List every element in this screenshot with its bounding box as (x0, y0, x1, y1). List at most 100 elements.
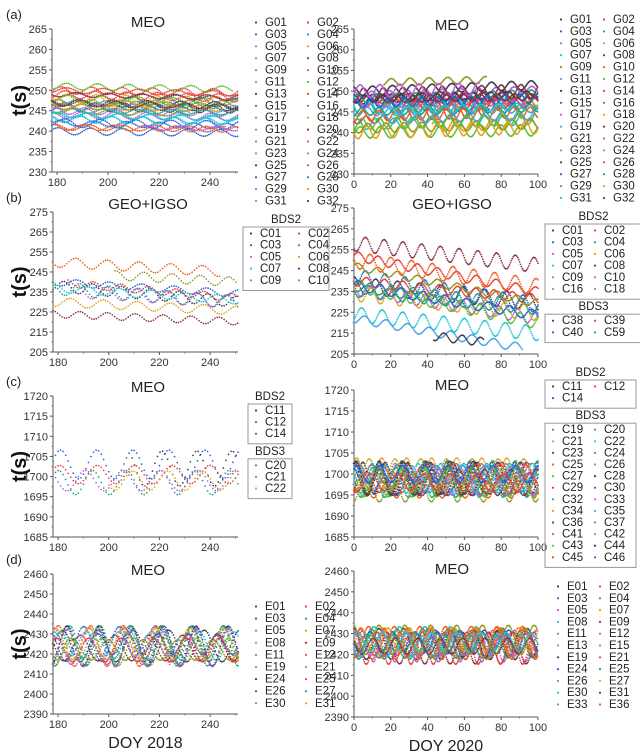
y-tick-label: 250 (29, 85, 47, 97)
data-point (139, 101, 141, 103)
data-point (212, 132, 214, 134)
data-point (64, 127, 66, 129)
x-tick-label: 200 (99, 177, 117, 189)
data-point (130, 84, 132, 86)
data-point (217, 122, 219, 124)
data-point (119, 111, 121, 113)
data-point (171, 104, 173, 106)
data-point (158, 90, 160, 92)
data-point (228, 112, 230, 114)
data-point (124, 97, 126, 99)
data-point (133, 118, 135, 120)
data-point (201, 130, 203, 132)
data-point (480, 114, 482, 116)
data-point (153, 126, 155, 128)
data-point (224, 109, 226, 111)
data-point (124, 91, 126, 93)
data-point (137, 102, 139, 104)
data-point (53, 121, 55, 123)
data-point (147, 96, 149, 98)
data-point (231, 127, 233, 129)
data-point (108, 107, 110, 109)
data-point (235, 105, 237, 107)
data-point (231, 119, 233, 121)
data-point (106, 122, 108, 124)
data-point (106, 117, 108, 119)
data-point (140, 102, 142, 104)
data-point (149, 101, 151, 103)
data-point (130, 104, 132, 106)
data-point (187, 116, 189, 118)
data-point (225, 101, 227, 103)
x-tick-label: 180 (48, 177, 66, 189)
data-point (133, 89, 135, 91)
data-point (64, 111, 66, 113)
data-point (67, 121, 69, 123)
data-point (171, 100, 173, 102)
data-point (122, 109, 124, 111)
data-point (149, 120, 151, 122)
legend-marker (307, 176, 309, 178)
data-point (224, 113, 226, 115)
data-point (96, 127, 98, 129)
data-point (80, 111, 82, 113)
data-point (112, 125, 114, 127)
data-point (147, 104, 149, 106)
data-point (71, 95, 73, 97)
data-point (162, 106, 164, 108)
data-point (78, 98, 80, 100)
data-point (149, 104, 151, 106)
data-point (180, 110, 182, 112)
data-point (103, 128, 105, 130)
data-point (142, 99, 144, 101)
legend-marker (255, 176, 257, 178)
data-point (105, 125, 107, 127)
data-point (122, 106, 124, 108)
data-point (117, 101, 119, 103)
data-point (162, 122, 164, 124)
data-point (83, 100, 85, 102)
data-point (64, 105, 66, 107)
data-point (94, 100, 96, 102)
data-point (64, 90, 66, 92)
data-point (235, 98, 237, 100)
y-tick-label: 235 (29, 147, 47, 159)
data-point (192, 115, 194, 117)
data-point (126, 100, 128, 102)
data-point (126, 125, 128, 127)
data-point (194, 99, 196, 101)
data-point (149, 98, 151, 100)
data-point (114, 101, 116, 103)
data-point (224, 94, 226, 96)
data-point (131, 128, 133, 130)
data-point (219, 129, 221, 131)
data-point (169, 109, 171, 111)
data-point (183, 121, 185, 123)
data-point (117, 88, 119, 90)
data-point (215, 90, 217, 92)
data-point (219, 124, 221, 126)
data-point (144, 99, 146, 101)
data-point (176, 89, 178, 91)
data-point (187, 102, 189, 104)
data-point (176, 130, 178, 132)
data-point (162, 111, 164, 113)
data-point (164, 132, 166, 134)
data-point (112, 104, 114, 106)
data-point (212, 101, 214, 103)
data-point (185, 107, 187, 109)
legend-marker (307, 152, 309, 154)
data-point (201, 125, 203, 127)
data-point (139, 117, 141, 119)
data-point (103, 118, 105, 120)
data-point (190, 113, 192, 115)
data-point (60, 107, 62, 109)
legend-marker (307, 33, 309, 35)
data-point (185, 113, 187, 115)
data-point (180, 120, 182, 122)
data-point (137, 130, 139, 132)
data-point (140, 130, 142, 132)
legend-marker (307, 140, 309, 142)
data-point (55, 104, 57, 106)
data-point (67, 89, 69, 91)
